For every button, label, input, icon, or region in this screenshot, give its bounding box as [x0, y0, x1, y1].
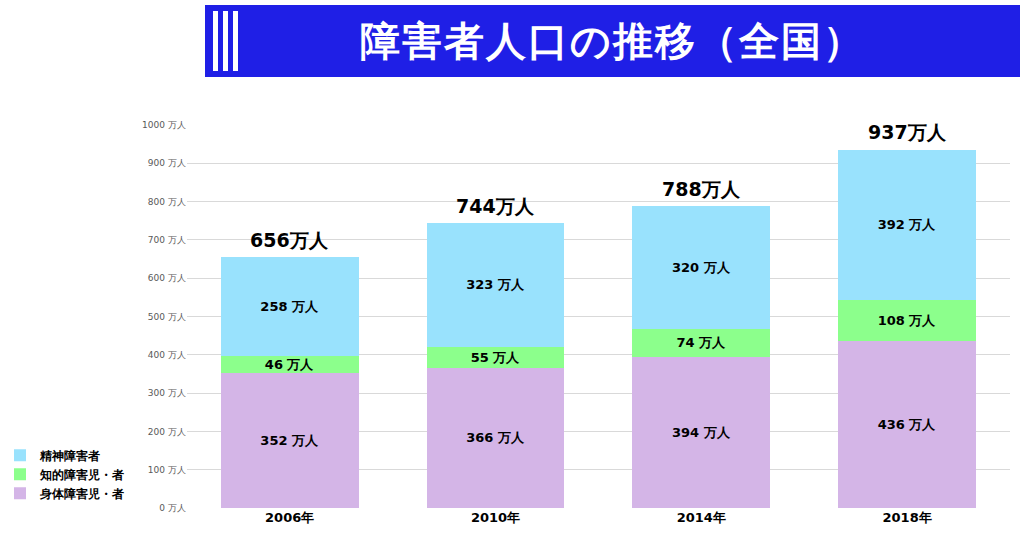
svg-text:108 万人: 108 万人	[878, 313, 937, 328]
html-text:障害者人口の推移（全国）: 障害者人口の推移（全国）	[360, 17, 865, 64]
svg-text:258 万人: 258 万人	[260, 299, 319, 314]
svg-text:精神障害者: 精神障害者	[39, 449, 100, 463]
svg-text:352 万人: 352 万人	[260, 433, 319, 448]
svg-text:323 万人: 323 万人	[466, 277, 525, 292]
svg-text:392 万人: 392 万人	[878, 217, 937, 232]
svg-text:400 万人: 400 万人	[148, 350, 186, 360]
svg-text:100 万人: 100 万人	[148, 465, 186, 475]
svg-text:1000 万人: 1000 万人	[142, 120, 186, 130]
svg-text:55 万人: 55 万人	[471, 350, 521, 365]
svg-text:700 万人: 700 万人	[148, 235, 186, 245]
svg-text:0 万人: 0 万人	[159, 503, 186, 513]
svg-text:2018年: 2018年	[883, 510, 932, 525]
svg-text:366 万人: 366 万人	[466, 430, 525, 445]
svg-text:200 万人: 200 万人	[148, 427, 186, 437]
svg-text:2010年: 2010年	[471, 510, 520, 525]
svg-text:744万人: 744万人	[456, 195, 535, 217]
svg-text:2006年: 2006年	[265, 510, 314, 525]
svg-text:600 万人: 600 万人	[148, 273, 186, 283]
svg-text:656万人: 656万人	[250, 229, 329, 251]
svg-text:300 万人: 300 万人	[148, 388, 186, 398]
svg-text:2014年: 2014年	[677, 510, 726, 525]
svg-text:436 万人: 436 万人	[878, 417, 937, 432]
svg-text:900 万人: 900 万人	[148, 158, 186, 168]
svg-text:500 万人: 500 万人	[148, 312, 186, 322]
svg-text:身体障害児・者: 身体障害児・者	[39, 487, 124, 501]
svg-text:788万人: 788万人	[662, 178, 741, 200]
svg-text:46 万人: 46 万人	[265, 357, 315, 372]
svg-text:320 万人: 320 万人	[672, 260, 731, 275]
svg-text:394 万人: 394 万人	[672, 425, 731, 440]
svg-text:74 万人: 74 万人	[676, 335, 726, 350]
svg-text:937万人: 937万人	[868, 121, 947, 143]
svg-text:知的障害児・者: 知的障害児・者	[39, 468, 124, 482]
svg-text:800 万人: 800 万人	[148, 197, 186, 207]
